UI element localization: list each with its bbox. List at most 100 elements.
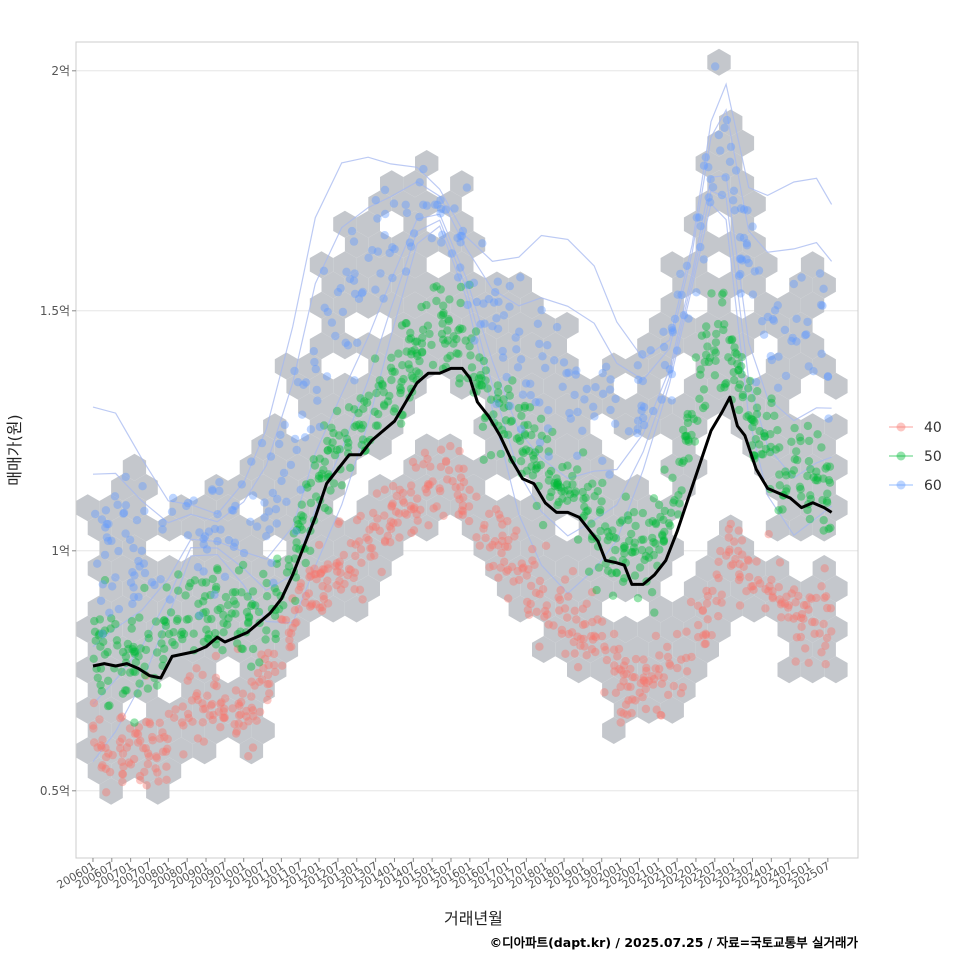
point-series-50	[218, 646, 227, 655]
point-series-60	[722, 115, 732, 125]
point-series-40	[351, 551, 360, 561]
point-series-50	[159, 654, 168, 664]
point-series-60	[704, 163, 713, 172]
point-series-60	[684, 314, 693, 323]
point-series-60	[739, 205, 749, 214]
hexbin-cell	[543, 413, 567, 441]
point-series-50	[161, 617, 170, 627]
hexbin-cell	[228, 636, 252, 663]
point-series-40	[216, 723, 225, 732]
point-series-60	[210, 590, 219, 599]
point-series-50	[640, 555, 649, 565]
point-series-40	[319, 595, 329, 604]
point-series-50	[647, 588, 657, 597]
point-series-50	[611, 545, 620, 555]
legend-key-point-50	[896, 451, 906, 461]
point-series-40	[125, 738, 134, 747]
point-series-40	[453, 490, 462, 500]
point-series-40	[789, 585, 799, 594]
point-series-50	[746, 376, 755, 386]
point-series-60	[792, 337, 801, 346]
point-series-50	[144, 629, 153, 639]
point-series-50	[758, 450, 767, 459]
point-series-40	[294, 586, 303, 595]
hexbin-cell	[613, 413, 638, 441]
point-series-50	[356, 394, 365, 403]
hexbin-cell	[146, 777, 170, 805]
point-series-60	[543, 341, 552, 350]
point-series-40	[315, 603, 324, 612]
point-series-40	[465, 485, 474, 494]
hexbin-cell	[695, 352, 719, 380]
point-series-40	[407, 505, 416, 514]
point-series-50	[593, 487, 602, 496]
point-series-50	[548, 427, 557, 437]
point-series-60	[128, 568, 137, 577]
hexbin-cell	[637, 656, 661, 684]
hexbin-cell	[309, 332, 334, 360]
point-series-40	[544, 620, 553, 629]
point-series-60	[768, 314, 778, 324]
point-series-60	[566, 414, 575, 423]
point-series-50	[700, 357, 709, 367]
point-series-50	[648, 533, 657, 543]
point-series-40	[192, 689, 202, 698]
point-series-40	[456, 483, 465, 492]
point-series-50	[443, 336, 452, 345]
point-series-50	[350, 422, 359, 431]
hexbin-cell	[543, 534, 567, 562]
point-series-50	[398, 361, 407, 370]
point-series-50	[809, 473, 818, 482]
point-series-40	[579, 634, 588, 644]
point-series-40	[371, 522, 380, 532]
hexbin-cell	[496, 453, 521, 481]
point-series-40	[398, 496, 408, 505]
point-series-50	[497, 425, 507, 434]
point-series-40	[108, 750, 117, 760]
point-series-60	[750, 267, 759, 276]
point-series-40	[570, 649, 579, 658]
point-series-40	[555, 595, 565, 605]
point-series-50	[407, 350, 416, 359]
hexbin-cell	[321, 555, 345, 582]
hexbin-cell	[660, 251, 684, 279]
point-series-50	[637, 545, 647, 555]
point-series-50	[681, 432, 691, 441]
point-series-60	[667, 323, 677, 332]
point-series-50	[465, 342, 474, 351]
point-series-40	[247, 677, 256, 686]
point-series-40	[143, 749, 153, 758]
chart-caption: ©디아파트(dapt.kr) / 2025.07.25 / 자료=국토교통부 실…	[490, 935, 859, 950]
point-series-50	[580, 502, 589, 511]
point-series-50	[746, 414, 756, 424]
point-series-40	[822, 633, 832, 643]
point-series-60	[670, 314, 680, 324]
point-series-50	[822, 462, 832, 471]
hexbin-cell	[415, 433, 439, 461]
point-series-40	[726, 561, 736, 570]
hexbin-cell	[204, 555, 228, 582]
point-series-60	[204, 527, 214, 536]
point-series-50	[103, 676, 113, 685]
hexbin-cell	[239, 696, 264, 724]
point-series-40	[366, 552, 375, 561]
point-series-60	[371, 285, 380, 294]
hexbin-cell	[450, 332, 474, 360]
hexbin-cell	[578, 433, 603, 461]
point-series-40	[747, 582, 756, 591]
point-series-50	[554, 498, 563, 507]
point-series-50	[213, 605, 222, 615]
point-series-40	[259, 664, 268, 673]
point-series-60	[343, 341, 353, 350]
point-series-40	[257, 675, 267, 684]
point-series-40	[248, 706, 258, 715]
point-series-50	[483, 384, 492, 393]
point-series-50	[329, 428, 338, 438]
point-series-50	[211, 585, 221, 594]
point-series-50	[122, 686, 131, 695]
point-series-50	[691, 353, 701, 362]
point-series-40	[507, 562, 517, 571]
point-series-40	[701, 630, 711, 640]
